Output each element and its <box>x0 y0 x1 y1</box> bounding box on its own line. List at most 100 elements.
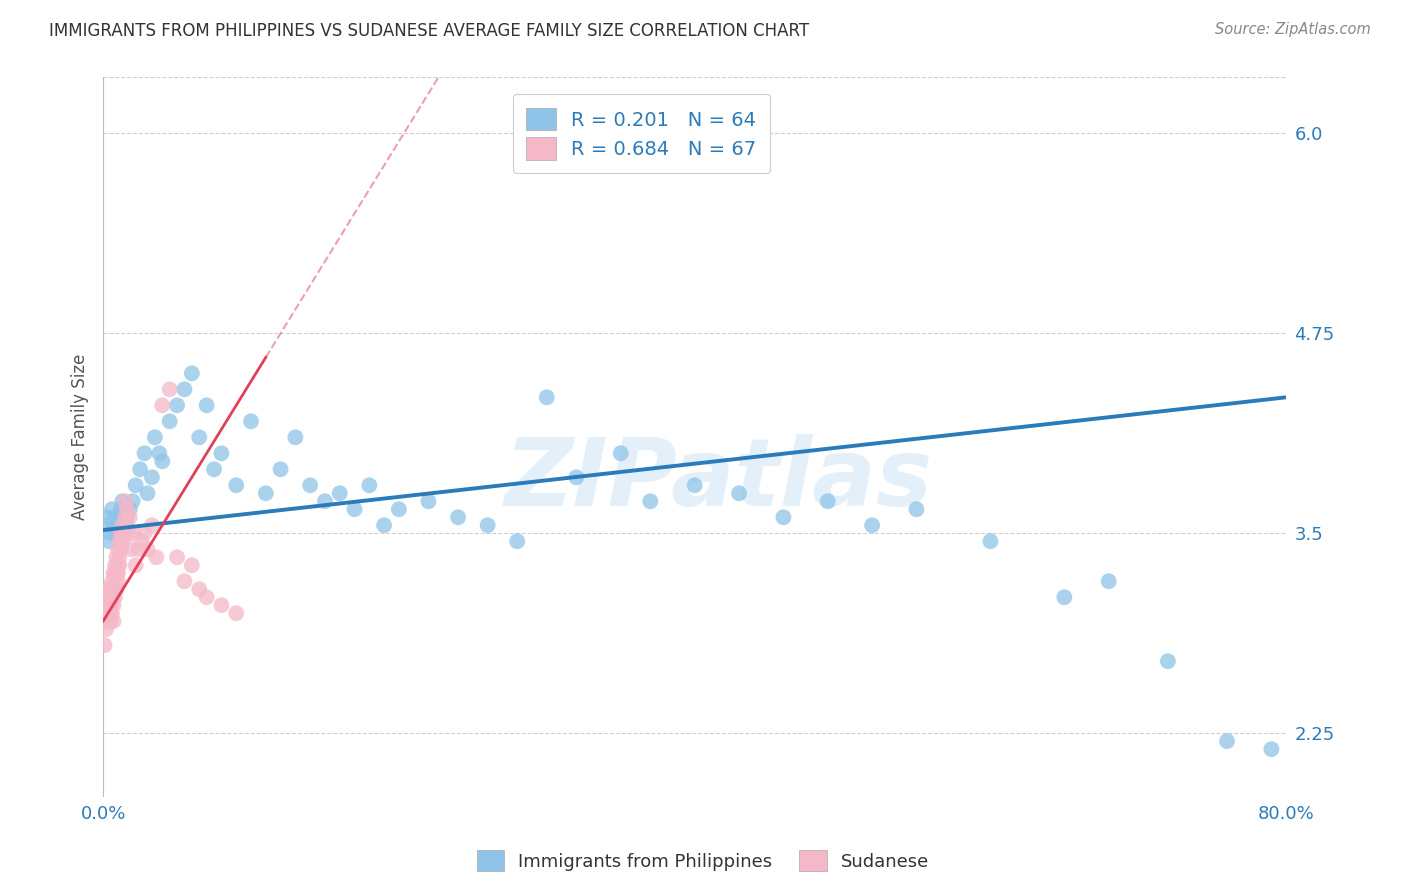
Point <box>188 430 211 444</box>
Point <box>1098 574 1121 589</box>
Point <box>114 494 136 508</box>
Point <box>114 510 136 524</box>
Point <box>110 542 132 557</box>
Point <box>536 390 558 404</box>
Point <box>93 638 115 652</box>
Point <box>166 398 188 412</box>
Point <box>103 614 125 628</box>
Point <box>209 446 232 460</box>
Point <box>254 486 277 500</box>
Point <box>1216 734 1239 748</box>
Point <box>1053 591 1076 605</box>
Point <box>114 518 136 533</box>
Point <box>124 478 146 492</box>
Point <box>640 494 662 508</box>
Point <box>418 494 440 508</box>
Point <box>115 518 138 533</box>
Point <box>108 550 131 565</box>
Point <box>343 502 366 516</box>
Point <box>103 518 125 533</box>
Point <box>100 599 122 613</box>
Point <box>100 526 122 541</box>
Point <box>107 574 129 589</box>
Point <box>98 606 121 620</box>
Point <box>141 470 163 484</box>
Point <box>100 582 122 597</box>
Point <box>284 430 307 444</box>
Point <box>506 534 529 549</box>
Point <box>314 494 336 508</box>
Point <box>107 566 129 581</box>
Point <box>104 574 127 589</box>
Point <box>110 526 132 541</box>
Point <box>115 510 138 524</box>
Point <box>905 502 928 516</box>
Point <box>240 414 263 428</box>
Point <box>173 574 195 589</box>
Point <box>173 382 195 396</box>
Legend: R = 0.201   N = 64, R = 0.684   N = 67: R = 0.201 N = 64, R = 0.684 N = 67 <box>513 95 770 173</box>
Point <box>97 599 120 613</box>
Legend: Immigrants from Philippines, Sudanese: Immigrants from Philippines, Sudanese <box>470 843 936 879</box>
Point <box>299 478 322 492</box>
Point <box>121 494 143 508</box>
Point <box>97 510 120 524</box>
Point <box>772 510 794 524</box>
Point <box>1157 654 1180 668</box>
Point <box>97 599 120 613</box>
Point <box>388 502 411 516</box>
Point <box>134 526 156 541</box>
Text: Source: ZipAtlas.com: Source: ZipAtlas.com <box>1215 22 1371 37</box>
Point <box>121 526 143 541</box>
Point <box>150 398 173 412</box>
Point <box>118 502 141 516</box>
Point <box>270 462 292 476</box>
Point <box>107 542 129 557</box>
Point <box>101 606 124 620</box>
Point <box>108 534 131 549</box>
Point <box>93 606 115 620</box>
Point <box>98 534 121 549</box>
Point <box>107 518 129 533</box>
Point <box>111 494 134 508</box>
Point <box>159 382 181 396</box>
Text: IMMIGRANTS FROM PHILIPPINES VS SUDANESE AVERAGE FAMILY SIZE CORRELATION CHART: IMMIGRANTS FROM PHILIPPINES VS SUDANESE … <box>49 22 810 40</box>
Point <box>860 518 883 533</box>
Point <box>124 558 146 573</box>
Point <box>195 398 218 412</box>
Point <box>225 478 247 492</box>
Point <box>105 582 128 597</box>
Point <box>107 558 129 573</box>
Point <box>329 486 352 500</box>
Point <box>104 510 127 524</box>
Point <box>159 414 181 428</box>
Point <box>166 550 188 565</box>
Text: ZIPatlas: ZIPatlas <box>505 434 932 526</box>
Point <box>111 534 134 549</box>
Point <box>447 510 470 524</box>
Point <box>98 591 121 605</box>
Point <box>180 367 202 381</box>
Point <box>101 591 124 605</box>
Point <box>136 542 159 557</box>
Point <box>103 582 125 597</box>
Point <box>105 526 128 541</box>
Point <box>98 582 121 597</box>
Point <box>103 599 125 613</box>
Point <box>609 446 631 460</box>
Point <box>143 430 166 444</box>
Point <box>112 526 135 541</box>
Point <box>104 558 127 573</box>
Point <box>105 566 128 581</box>
Point <box>110 502 132 516</box>
Point <box>359 478 381 492</box>
Point <box>141 518 163 533</box>
Point <box>131 534 153 549</box>
Point <box>118 510 141 524</box>
Point <box>100 614 122 628</box>
Point <box>97 582 120 597</box>
Point <box>728 486 751 500</box>
Point <box>101 502 124 516</box>
Point <box>108 510 131 524</box>
Point <box>103 591 125 605</box>
